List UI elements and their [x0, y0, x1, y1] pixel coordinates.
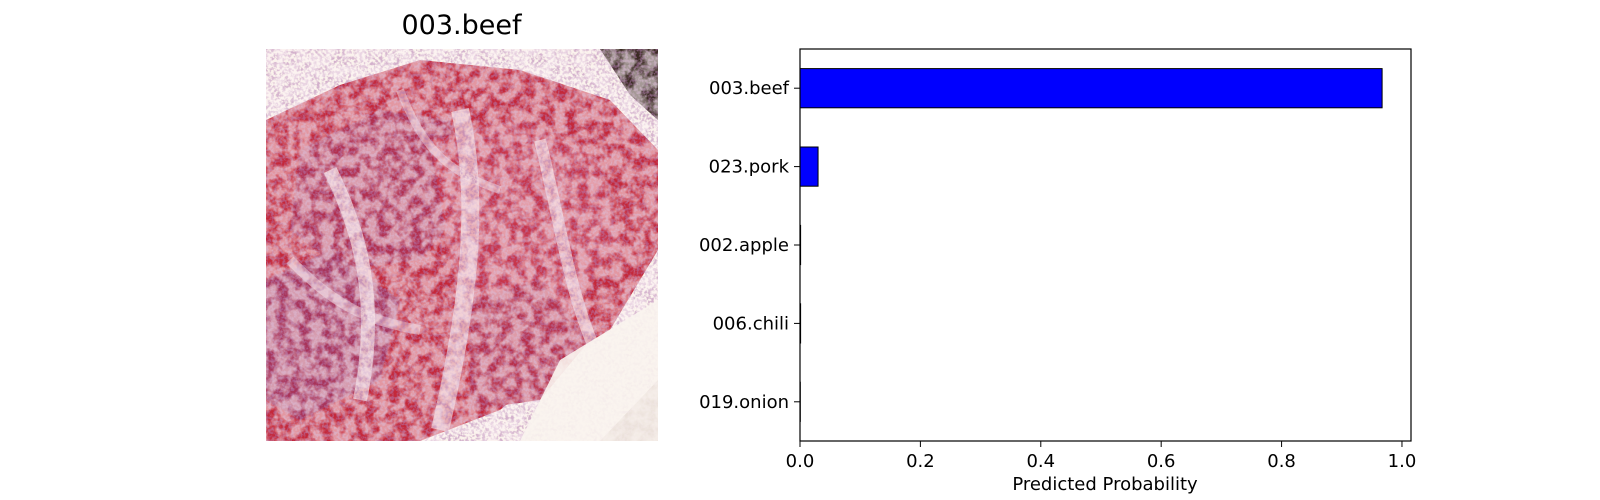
x-tick-label: 1.0	[1388, 451, 1417, 472]
x-axis-label: Predicted Probability	[1012, 474, 1198, 495]
x-tick-label: 0.2	[906, 451, 935, 472]
bar-023.pork	[799, 146, 819, 187]
x-ticks: 0.0 0.2 0.4 0.6 0.8 1.0	[786, 441, 1417, 472]
y-tick-label: 023.pork	[709, 157, 790, 178]
bar-003.beef	[799, 68, 1383, 109]
y-ticks: 003.beef 023.pork 002.apple 006.chili 019.on…	[699, 78, 800, 413]
x-tick-label: 0.0	[786, 451, 815, 472]
bars-group	[799, 68, 1383, 422]
x-tick-label: 0.8	[1267, 451, 1296, 472]
x-tick-label: 0.4	[1026, 451, 1055, 472]
y-tick-label: 002.apple	[699, 235, 789, 256]
y-tick-label: 006.chili	[713, 313, 789, 334]
image-title: 003.beef	[401, 10, 522, 41]
y-tick-label: 003.beef	[709, 78, 790, 99]
x-tick-label: 0.6	[1147, 451, 1176, 472]
y-tick-label: 019.onion	[699, 392, 789, 413]
